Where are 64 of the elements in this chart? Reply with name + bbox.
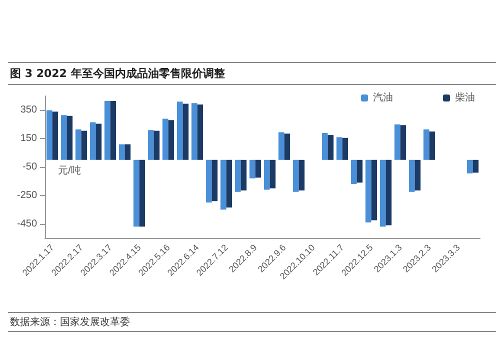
bar: [81, 130, 88, 160]
bar: [75, 129, 82, 160]
bar: [371, 160, 378, 220]
bar: [278, 132, 284, 160]
bar: [423, 129, 430, 160]
bar: [220, 160, 226, 210]
bar: [322, 132, 328, 160]
bar: [148, 130, 154, 160]
bar: [168, 120, 174, 160]
bar: [96, 124, 102, 160]
bar: [328, 135, 334, 160]
legend-label: 汽油: [373, 92, 393, 104]
bar: [197, 104, 204, 160]
bar: [400, 125, 406, 160]
source-note: 数据来源：国家发展改革委: [8, 312, 496, 332]
bar: [350, 160, 357, 184]
bar: [394, 124, 400, 160]
bar: [66, 116, 73, 160]
bar: [292, 160, 299, 192]
bar: [212, 160, 218, 202]
y-tick-label: 150: [20, 133, 38, 144]
bar: [60, 115, 67, 160]
legend-label: 柴油: [455, 92, 475, 104]
bar: [118, 144, 125, 160]
bar: [365, 160, 372, 222]
bar: [386, 160, 392, 226]
y-tick-label: 350: [20, 104, 38, 116]
bar: [176, 102, 183, 160]
bar: [249, 160, 256, 178]
chart-title: 图 3 2022 年至今国内成品油零售限价调整: [8, 62, 496, 85]
bar: [270, 160, 276, 188]
bar: [255, 160, 262, 178]
bar: [429, 132, 436, 160]
bar: [139, 160, 146, 227]
bar: [191, 103, 198, 160]
y-tick-label: -50: [22, 162, 38, 172]
bar: [380, 160, 386, 227]
bar: [472, 160, 479, 173]
bar: [342, 138, 348, 160]
bar: [90, 122, 96, 160]
bar: [182, 104, 189, 160]
bar: [264, 160, 270, 190]
bar: [226, 160, 232, 208]
bar: [206, 160, 212, 202]
y-axis-title: 元/吨: [58, 164, 81, 176]
bar: [466, 160, 473, 174]
bar: [104, 100, 110, 160]
bar: [336, 137, 342, 160]
bar: [133, 160, 140, 227]
y-tick-label: -450: [16, 218, 38, 230]
bar: [408, 160, 415, 192]
bar: [46, 110, 52, 160]
bar: [234, 160, 241, 192]
bar: [284, 134, 290, 160]
bar: [414, 160, 421, 190]
bar: [298, 160, 305, 190]
bar: [240, 160, 247, 190]
y-tick-label: -250: [16, 190, 38, 201]
bar: [356, 160, 363, 183]
bar: [110, 100, 116, 160]
bar: [52, 112, 58, 160]
bar: [154, 130, 160, 160]
bar: [124, 144, 131, 160]
bar: [162, 118, 168, 160]
